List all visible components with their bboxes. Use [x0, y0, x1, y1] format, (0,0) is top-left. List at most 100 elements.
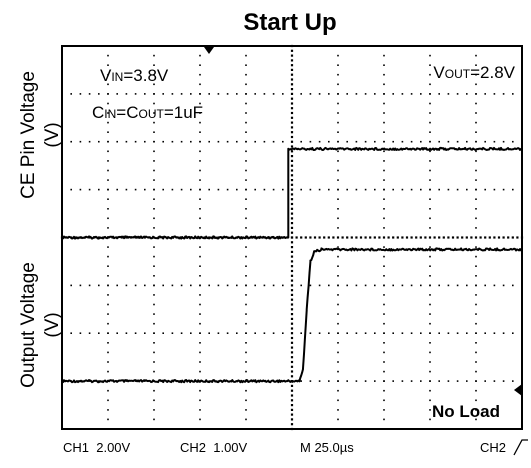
grid-dot: [144, 93, 146, 95]
grid-dot: [429, 121, 431, 124]
grid-dot: [475, 322, 477, 325]
grid-dot: [456, 93, 459, 95]
grid-dot: [245, 351, 247, 354]
grid-dot: [438, 284, 440, 287]
grid-dot: [125, 188, 128, 191]
grid-dot: [290, 399, 294, 402]
grid-dot: [290, 174, 294, 177]
grid-dot: [290, 418, 294, 421]
grid-dot: [337, 227, 339, 229]
grid-dot: [429, 169, 431, 172]
grid-dot: [254, 93, 256, 95]
grid-dot: [290, 341, 294, 344]
grid-dot: [438, 332, 440, 334]
grid-dot: [410, 93, 413, 95]
caps-s1: IN: [104, 107, 116, 121]
chart-title: Start Up: [243, 9, 336, 36]
grid-dot: [429, 246, 431, 248]
grid-dot: [190, 188, 192, 191]
grid-dot: [208, 140, 210, 143]
grid-dot: [318, 380, 321, 382]
grid-dot: [392, 380, 394, 382]
grid-dot: [153, 83, 155, 86]
grid-dot: [290, 289, 294, 292]
grid-dot: [304, 236, 307, 239]
grid-dot: [433, 236, 436, 239]
grid-dot: [107, 179, 109, 181]
grid-dot: [383, 322, 385, 325]
grid-dot: [364, 284, 367, 287]
grid-dot: [290, 78, 294, 81]
grid-dot: [447, 93, 450, 95]
grid-dot: [475, 54, 477, 57]
grid-dot: [107, 121, 109, 124]
grid-dot: [429, 131, 431, 133]
grid-dot: [107, 294, 109, 296]
grid-dot: [290, 284, 294, 287]
grid-dot: [456, 332, 459, 334]
grid-dot: [419, 236, 422, 239]
grid-dot: [369, 236, 372, 239]
grid-dot: [401, 236, 404, 239]
grid-dot: [153, 112, 155, 114]
grid-dot: [180, 93, 183, 95]
grid-dot: [245, 83, 247, 86]
grid-dot: [116, 284, 118, 287]
vout-post: =2.8V: [470, 63, 516, 82]
grid-dot: [98, 188, 100, 191]
grid-dot: [180, 332, 183, 334]
grid-dot: [226, 188, 229, 191]
grid-dot: [199, 265, 201, 267]
grid-dot: [410, 332, 413, 334]
footer-time: M 25.0µs: [300, 440, 354, 455]
grid-dot: [410, 284, 413, 287]
grid-dot: [447, 188, 450, 191]
grid-dot: [245, 303, 247, 306]
grid-dot: [475, 265, 477, 267]
grid-dot: [383, 294, 385, 296]
grid-dot: [341, 236, 344, 239]
grid-dot: [290, 384, 294, 387]
grid-dot: [475, 217, 477, 220]
grid-dot: [217, 284, 220, 287]
grid-dot: [374, 140, 376, 143]
grid-dot: [245, 265, 247, 267]
grid-dot: [337, 121, 339, 124]
grid-dot: [359, 236, 363, 239]
grid-dot: [153, 322, 155, 325]
grid-dot: [144, 140, 146, 143]
grid-dot: [153, 342, 155, 344]
grid-dot: [466, 188, 468, 191]
grid-dot: [383, 380, 385, 382]
grid-dot: [199, 179, 201, 181]
grid-dot: [190, 332, 192, 334]
traces: [61, 146, 523, 384]
caps-p1: C: [92, 103, 104, 122]
grid-dot: [199, 83, 201, 86]
grid-dot: [153, 409, 155, 411]
grid-dot: [226, 93, 229, 95]
grid-dot: [429, 303, 431, 306]
grid-dot: [383, 246, 385, 248]
grid-dot: [245, 131, 247, 133]
grid-dot: [199, 54, 201, 57]
grid-dot: [429, 361, 431, 363]
grid-dot: [429, 418, 431, 421]
grid-dot: [153, 208, 155, 210]
caps-p2: =C: [116, 103, 138, 122]
grid-dot: [199, 284, 201, 287]
grid-dot: [405, 236, 409, 239]
grid-dot: [290, 236, 294, 239]
grid-dot: [290, 121, 294, 124]
grid-dot: [429, 255, 431, 258]
grid-dot: [107, 112, 109, 114]
grid-dot: [512, 188, 514, 191]
grid-dot: [70, 93, 72, 95]
grid-dot: [245, 409, 247, 411]
footer-trigger: CH2: [480, 440, 506, 455]
grid-dot: [290, 83, 294, 86]
grid-dot: [364, 140, 367, 143]
grid-dot: [364, 380, 367, 382]
grid-dot: [245, 64, 247, 66]
grid-dot: [429, 150, 431, 153]
